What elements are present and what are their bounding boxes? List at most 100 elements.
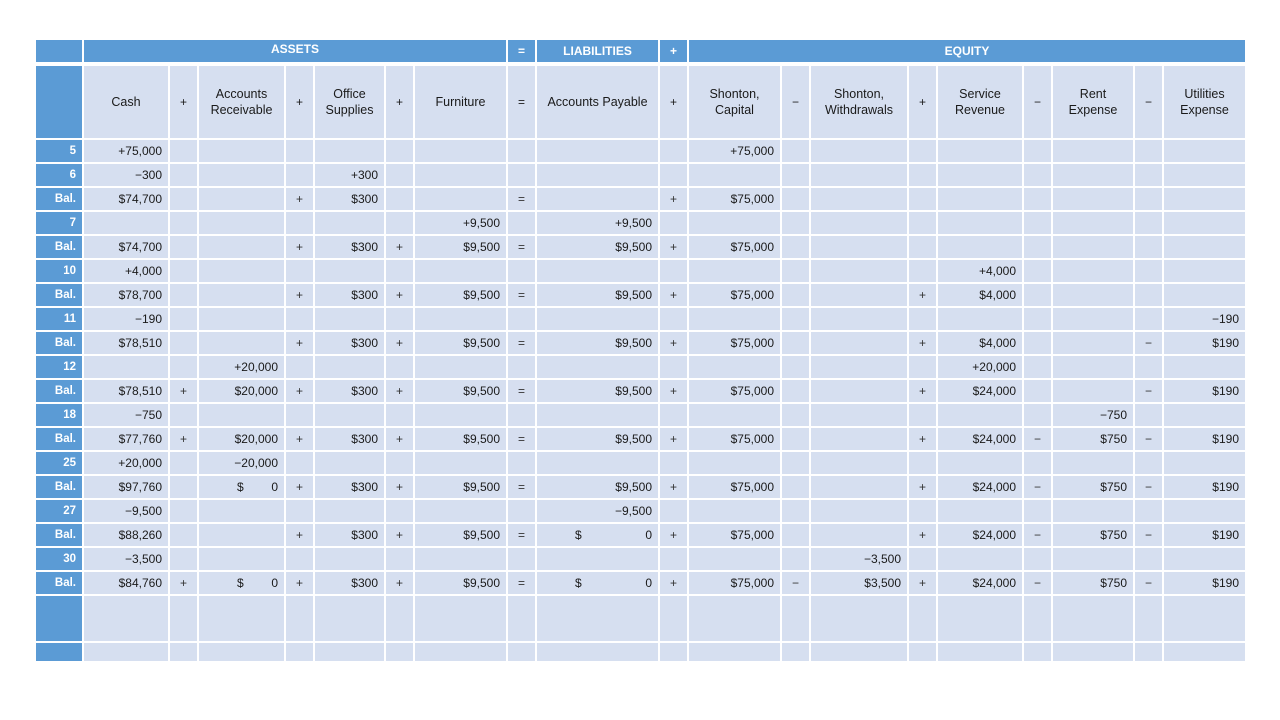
cell-op3: [386, 643, 413, 661]
cell-op3: +: [386, 524, 413, 546]
cell-revenue: $24,000: [938, 572, 1022, 594]
cell-rent: [1053, 380, 1133, 402]
balance-row-label: Bal.: [36, 188, 82, 210]
cell-op6: [782, 356, 809, 378]
cell-op1: [170, 260, 197, 282]
cell-ap: [537, 548, 658, 570]
column-header-line: Office: [333, 87, 366, 101]
cell-supplies: [315, 260, 384, 282]
cell-revenue: [938, 452, 1022, 474]
cell-ap: $9,500: [537, 428, 658, 450]
cell-op9: [1135, 404, 1162, 426]
cell-furniture: [415, 188, 506, 210]
cell-withdrawals: [811, 164, 907, 186]
cell-ar: [199, 308, 284, 330]
cell-op8: [1024, 212, 1051, 234]
cell-capital: $75,000: [689, 236, 780, 258]
cell-op7: [909, 236, 936, 258]
cell-cash: −750: [84, 404, 168, 426]
cell-revenue: $4,000: [938, 332, 1022, 354]
cell-utilities: $190: [1164, 572, 1245, 594]
cell-op5: [660, 452, 687, 474]
column-header-op2: +: [286, 66, 313, 138]
cell-cash: +4,000: [84, 260, 168, 282]
cell-ar: +20,000: [199, 356, 284, 378]
transaction-row-label: 6: [36, 164, 82, 186]
cell-rent: [1053, 140, 1133, 162]
empty-row-label: [36, 596, 82, 641]
cell-op5: [660, 643, 687, 661]
cell-ar: [199, 260, 284, 282]
cell-cash: −190: [84, 308, 168, 330]
cell-withdrawals: [811, 380, 907, 402]
transaction-row-label: 18: [36, 404, 82, 426]
cell-withdrawals: [811, 140, 907, 162]
cell-revenue: +20,000: [938, 356, 1022, 378]
cell-op6: [782, 332, 809, 354]
cell-op2: +: [286, 188, 313, 210]
cell-rent: [1053, 452, 1133, 474]
cell-op1: [170, 500, 197, 522]
cell-op4: =: [508, 236, 535, 258]
cell-op4: =: [508, 476, 535, 498]
cell-op7: +: [909, 332, 936, 354]
cell-furniture: [415, 308, 506, 330]
cell-ar: [199, 140, 284, 162]
cell-op2: [286, 356, 313, 378]
cell-rent: [1053, 643, 1133, 661]
cell-op7: +: [909, 572, 936, 594]
cell-furniture: [415, 643, 506, 661]
cell-op1: [170, 140, 197, 162]
cell-capital: $75,000: [689, 332, 780, 354]
cell-ar: $20,000: [199, 380, 284, 402]
cell-op6: [782, 164, 809, 186]
cell-cash: $97,760: [84, 476, 168, 498]
cell-supplies: $300: [315, 188, 384, 210]
cell-op8: −: [1024, 428, 1051, 450]
cell-op8: [1024, 332, 1051, 354]
cell-utilities: [1164, 596, 1245, 641]
cell-revenue: [938, 596, 1022, 641]
cell-op6: [782, 284, 809, 306]
balance-row-label: Bal.: [36, 284, 82, 306]
cell-cash: $78,510: [84, 332, 168, 354]
cell-op4: [508, 308, 535, 330]
header-corner: [36, 66, 82, 138]
cell-revenue: $24,000: [938, 380, 1022, 402]
cell-op5: [660, 356, 687, 378]
zero-amount: $0: [537, 528, 652, 542]
cell-supplies: [315, 140, 384, 162]
cell-capital: [689, 643, 780, 661]
cell-furniture: $9,500: [415, 524, 506, 546]
balance-row-label: Bal.: [36, 380, 82, 402]
cell-ap: $9,500: [537, 284, 658, 306]
cell-op3: [386, 140, 413, 162]
cell-withdrawals: [811, 356, 907, 378]
cell-op8: [1024, 596, 1051, 641]
cell-op9: [1135, 596, 1162, 641]
cell-op9: [1135, 236, 1162, 258]
column-header-supplies: Office Supplies: [315, 66, 384, 138]
cell-op2: [286, 308, 313, 330]
cell-op9: [1135, 548, 1162, 570]
transaction-row-label: 11: [36, 308, 82, 330]
cell-withdrawals: [811, 404, 907, 426]
dollar-sign: $: [237, 480, 244, 494]
cell-op6: [782, 212, 809, 234]
cell-cash: $88,260: [84, 524, 168, 546]
cell-withdrawals: [811, 236, 907, 258]
cell-op5: +: [660, 332, 687, 354]
cell-ap: [537, 308, 658, 330]
cell-supplies: $300: [315, 428, 384, 450]
band-liabilities: LIABILITIES: [537, 40, 658, 62]
cell-op3: [386, 404, 413, 426]
cell-op3: [386, 308, 413, 330]
transaction-row-label: 5: [36, 140, 82, 162]
cell-op9: −: [1135, 476, 1162, 498]
column-header-line: Withdrawals: [824, 103, 894, 117]
cell-op5: [660, 548, 687, 570]
column-header-ap: Accounts Payable: [537, 66, 658, 138]
empty-row-label: [36, 643, 82, 661]
cell-furniture: [415, 452, 506, 474]
cell-op1: [170, 332, 197, 354]
